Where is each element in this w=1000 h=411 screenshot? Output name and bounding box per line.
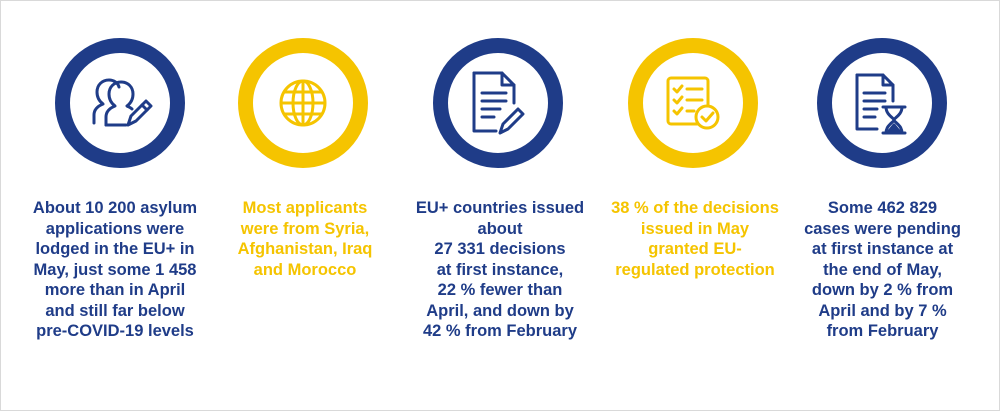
icon-ring [55, 38, 185, 168]
stat-item-protection: 38 % of the decisions issued in May gran… [595, 0, 795, 411]
stat-item-pending: Some 462 829 cases were pending at first… [785, 0, 985, 411]
stat-item-countries: Most applicants were from Syria, Afghani… [205, 0, 405, 411]
icon-ring [628, 38, 758, 168]
stat-text: 38 % of the decisions issued in May gran… [611, 199, 779, 279]
icon-ring [238, 38, 368, 168]
stat-item-decisions: EU+ countries issued about 27 331 decisi… [400, 0, 600, 411]
checklist-icon [666, 76, 720, 130]
document-edit-icon [472, 71, 525, 135]
stat-text: Most applicants were from Syria, Afghani… [237, 199, 373, 279]
stat-text: Some 462 829 cases were pending at first… [804, 199, 961, 340]
users-edit-icon [92, 78, 153, 127]
stat-text: About 10 200 asylum applications were lo… [32, 199, 198, 340]
stat-item-applications: About 10 200 asylum applications were lo… [15, 0, 215, 411]
icon-ring [433, 38, 563, 168]
stat-text: EU+ countries issued about 27 331 decisi… [415, 199, 585, 340]
icon-ring [817, 38, 947, 168]
document-hourglass-icon [855, 73, 907, 135]
globe-icon [279, 79, 327, 127]
